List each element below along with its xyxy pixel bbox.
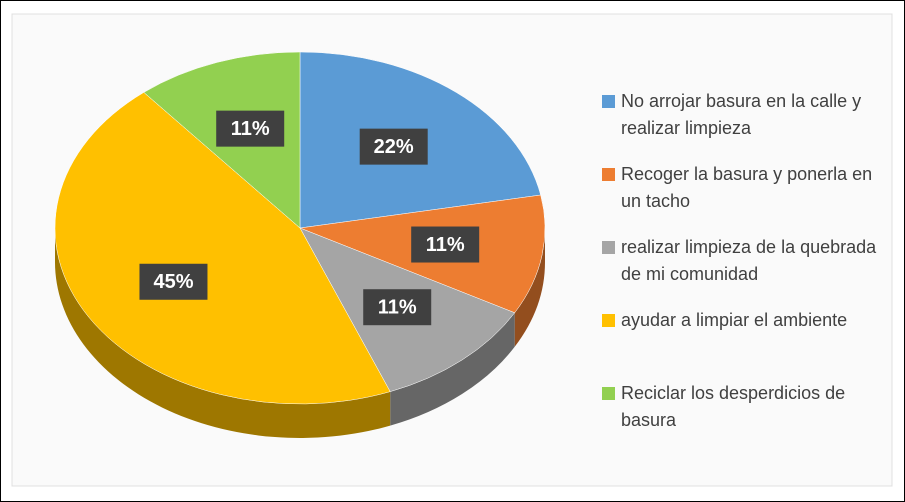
pie-side <box>514 228 545 347</box>
data-label-box <box>359 128 428 165</box>
legend-label: No arrojar basura en la calle y realizar… <box>621 91 862 138</box>
legend-swatch <box>602 168 615 181</box>
legend-item: ayudar a limpiar el ambiente <box>602 307 892 334</box>
legend-label: Recoger la basura y ponerla en un tacho <box>621 164 873 211</box>
pie-slice <box>54 92 391 405</box>
data-label: 11% <box>231 118 270 140</box>
legend-label: realizar limpieza de la quebrada de mi c… <box>621 237 877 284</box>
legend-item: Recoger la basura y ponerla en un tacho <box>602 161 892 215</box>
data-label: 22% <box>374 136 414 158</box>
data-label-box <box>411 226 480 263</box>
legend-label: Reciclar los desperdicios de basura <box>621 383 846 430</box>
pie-side <box>55 228 391 439</box>
legend-swatch <box>602 241 615 254</box>
data-label: 11% <box>378 296 417 318</box>
data-label-box <box>363 289 432 326</box>
data-label-box <box>139 263 208 300</box>
legend-swatch <box>602 95 615 108</box>
legend-item: No arrojar basura en la calle y realizar… <box>602 88 892 142</box>
data-label: 45% <box>153 271 193 293</box>
legend-item: Reciclar los desperdicios de basura <box>602 380 892 434</box>
legend-swatch <box>602 314 615 327</box>
legend-swatch <box>602 387 615 400</box>
legend-label: ayudar a limpiar el ambiente <box>621 310 848 330</box>
data-label: 11% <box>426 234 465 256</box>
legend-item: realizar limpieza de la quebrada de mi c… <box>602 234 892 288</box>
data-label-box <box>216 110 285 147</box>
pie-side <box>390 312 515 426</box>
